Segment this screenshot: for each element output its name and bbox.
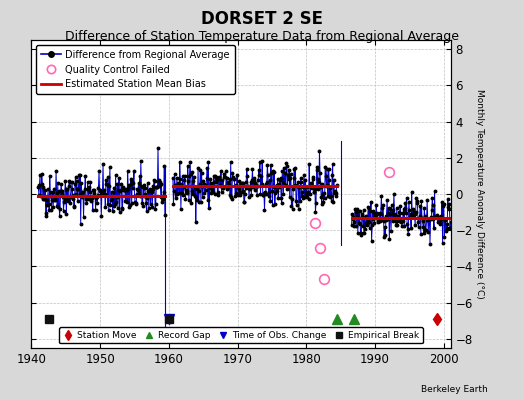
Text: DORSET 2 SE: DORSET 2 SE — [201, 10, 323, 28]
Text: Difference of Station Temperature Data from Regional Average: Difference of Station Temperature Data f… — [65, 30, 459, 43]
Legend: Station Move, Record Gap, Time of Obs. Change, Empirical Break: Station Move, Record Gap, Time of Obs. C… — [59, 327, 423, 344]
Text: Berkeley Earth: Berkeley Earth — [421, 385, 487, 394]
Y-axis label: Monthly Temperature Anomaly Difference (°C): Monthly Temperature Anomaly Difference (… — [475, 89, 484, 299]
